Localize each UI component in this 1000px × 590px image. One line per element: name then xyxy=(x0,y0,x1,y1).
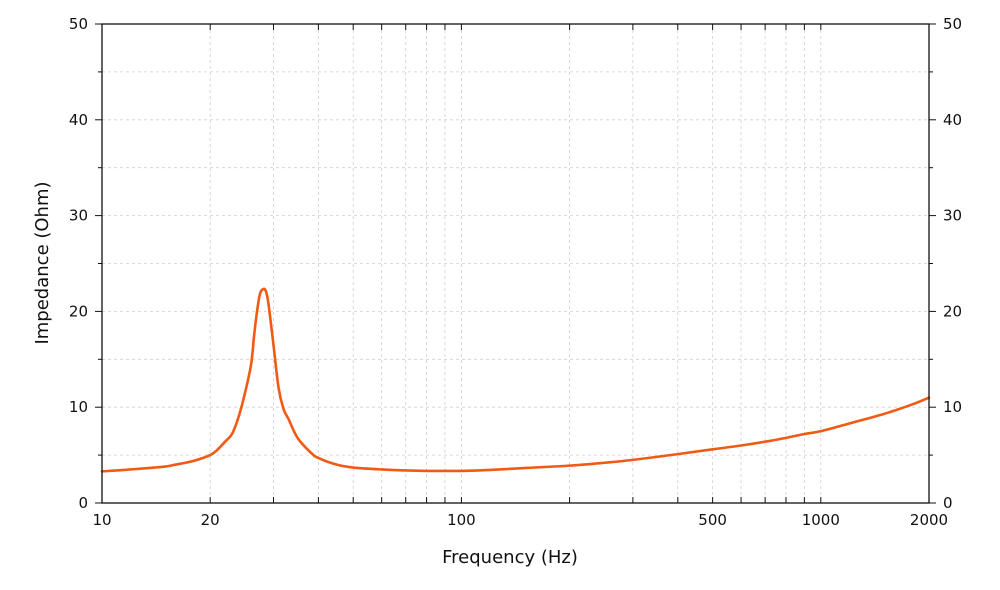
y-tick-label-left: 30 xyxy=(69,207,88,225)
x-tick-labels: 10 20 100 500 1000 2000 xyxy=(92,511,948,529)
y-tick-label-left: 10 xyxy=(69,398,88,416)
y-tick-label-left: 40 xyxy=(69,111,88,129)
y-tick-label-left: 50 xyxy=(69,15,88,33)
x-tick-label: 10 xyxy=(92,511,111,529)
x-tick-label: 1000 xyxy=(802,511,840,529)
y-tick-label-right: 0 xyxy=(943,494,953,512)
y-tick-label-right: 30 xyxy=(943,207,962,225)
y-axis-title: Impedance (Ohm) xyxy=(32,181,53,344)
impedance-curve xyxy=(100,287,931,473)
y-tick-label-left: 0 xyxy=(78,494,88,512)
y-tick-label-right: 40 xyxy=(943,111,962,129)
x-tick-label: 100 xyxy=(447,511,476,529)
x-axis-title: Frequency (Hz) xyxy=(442,547,578,568)
y-tick-labels-right: 0 10 20 30 40 50 xyxy=(943,15,962,512)
y-tick-label-right: 20 xyxy=(943,302,962,320)
y-tick-label-right: 50 xyxy=(943,15,962,33)
x-tick-label: 20 xyxy=(201,511,220,529)
y-tick-labels-left: 0 10 20 30 40 50 xyxy=(69,15,88,512)
plot-frame xyxy=(101,23,930,504)
grid-lines xyxy=(102,24,929,503)
x-tick-label: 2000 xyxy=(910,511,948,529)
y-tick-label-left: 20 xyxy=(69,302,88,320)
axis-ticks xyxy=(95,23,936,504)
x-tick-label: 500 xyxy=(698,511,727,529)
y-tick-label-right: 10 xyxy=(943,398,962,416)
